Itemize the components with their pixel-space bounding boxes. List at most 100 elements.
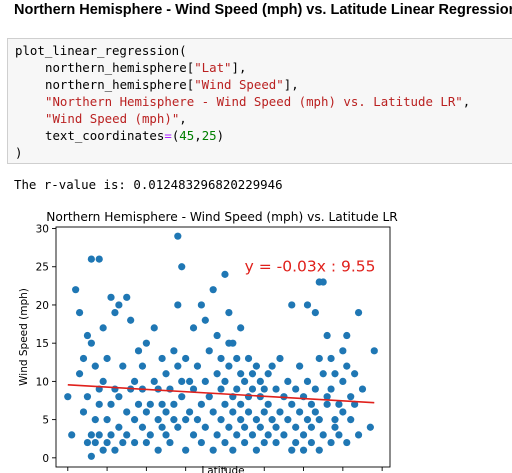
data-point: [107, 400, 115, 408]
data-point: [134, 347, 143, 355]
data-point: [154, 446, 162, 454]
code-text: (: [171, 128, 180, 143]
data-point: [288, 400, 296, 408]
data-point: [307, 400, 316, 408]
data-point: [323, 331, 331, 340]
data-point: [201, 316, 209, 324]
data-point: [233, 354, 241, 363]
data-point: [229, 446, 237, 454]
data-point: [193, 416, 202, 424]
data-point: [138, 362, 147, 370]
data-point: [178, 377, 186, 385]
code-text: ,: [179, 111, 187, 126]
data-point: [268, 416, 276, 424]
data-point: [68, 431, 76, 439]
data-point: [323, 393, 331, 401]
data-point: [319, 278, 327, 286]
data-point: [237, 324, 245, 332]
data-point: [339, 408, 347, 416]
regression-equation: y = -0.03x : 9.55: [245, 258, 376, 276]
code-text: northern_hemisphere[: [45, 77, 195, 92]
data-point: [343, 331, 351, 340]
y-axis: 0 5 10 15 20 25 30: [36, 224, 56, 465]
data-point: [142, 339, 150, 347]
data-point: [209, 408, 217, 416]
data-point: [91, 438, 99, 447]
y-axis-label: Wind Speed (mph): [18, 288, 30, 386]
code-cell[interactable]: plot_linear_regression( northern_hemisph…: [7, 38, 512, 164]
data-point: [123, 293, 131, 301]
data-point: [256, 377, 264, 385]
data-point: [193, 362, 202, 370]
data-point: [296, 408, 304, 416]
data-point: [162, 408, 170, 416]
data-point: [311, 385, 319, 393]
code-line-2: northern_hemisphere["Lat"],: [45, 59, 246, 76]
data-point: [107, 431, 115, 439]
y-tick-label: 15: [36, 338, 49, 350]
data-point: [229, 408, 237, 416]
data-point: [284, 416, 292, 424]
data-point: [119, 362, 127, 370]
data-point: [260, 385, 268, 393]
data-point: [221, 400, 229, 408]
y-tick-label: 25: [36, 262, 49, 274]
data-point: [83, 331, 92, 340]
data-point: [339, 347, 347, 355]
data-point: [174, 362, 182, 370]
data-point: [95, 255, 103, 263]
data-point: [354, 431, 363, 439]
data-point: [189, 385, 198, 393]
data-point: [311, 408, 319, 416]
data-point: [197, 301, 205, 309]
data-point: [213, 370, 221, 378]
data-point: [182, 354, 190, 363]
data-point: [91, 362, 99, 370]
data-point: [237, 416, 245, 424]
data-point: [280, 431, 288, 439]
data-point: [272, 438, 280, 447]
data-point: [323, 400, 331, 408]
data-point: [166, 438, 174, 447]
data-point: [174, 232, 182, 240]
data-point: [162, 431, 170, 439]
data-point: [315, 354, 323, 363]
data-point: [99, 446, 107, 454]
data-point: [331, 416, 339, 424]
data-point: [221, 438, 229, 447]
data-point: [347, 393, 355, 401]
code-string: "Wind Speed": [194, 77, 284, 92]
data-point: [256, 423, 264, 431]
code-operator: =: [164, 128, 172, 143]
regression-line: [67, 384, 375, 404]
data-point: [237, 400, 245, 408]
code-text: text_coordinates: [45, 128, 165, 143]
data-point: [252, 446, 260, 454]
data-point: [174, 301, 182, 309]
data-point: [370, 347, 378, 355]
data-point: [158, 354, 166, 363]
data-point: [351, 370, 359, 378]
data-point: [327, 438, 335, 447]
data-point: [303, 416, 312, 424]
data-point: [123, 408, 131, 416]
data-point: [115, 393, 123, 401]
data-point: [288, 301, 296, 309]
data-point: [248, 370, 257, 378]
data-point: [319, 431, 327, 439]
data-point: [87, 452, 95, 460]
code-text: ): [15, 145, 23, 160]
data-point: [299, 431, 308, 439]
data-point: [119, 438, 127, 447]
data-point: [244, 408, 253, 416]
data-point: [115, 301, 123, 309]
data-point: [99, 377, 107, 385]
data-point: [264, 370, 272, 378]
data-point: [331, 370, 339, 378]
data-point: [87, 255, 95, 263]
data-point: [130, 377, 139, 385]
data-point: [264, 431, 272, 439]
data-point: [233, 385, 241, 393]
data-point: [154, 416, 162, 424]
data-point: [299, 446, 308, 454]
